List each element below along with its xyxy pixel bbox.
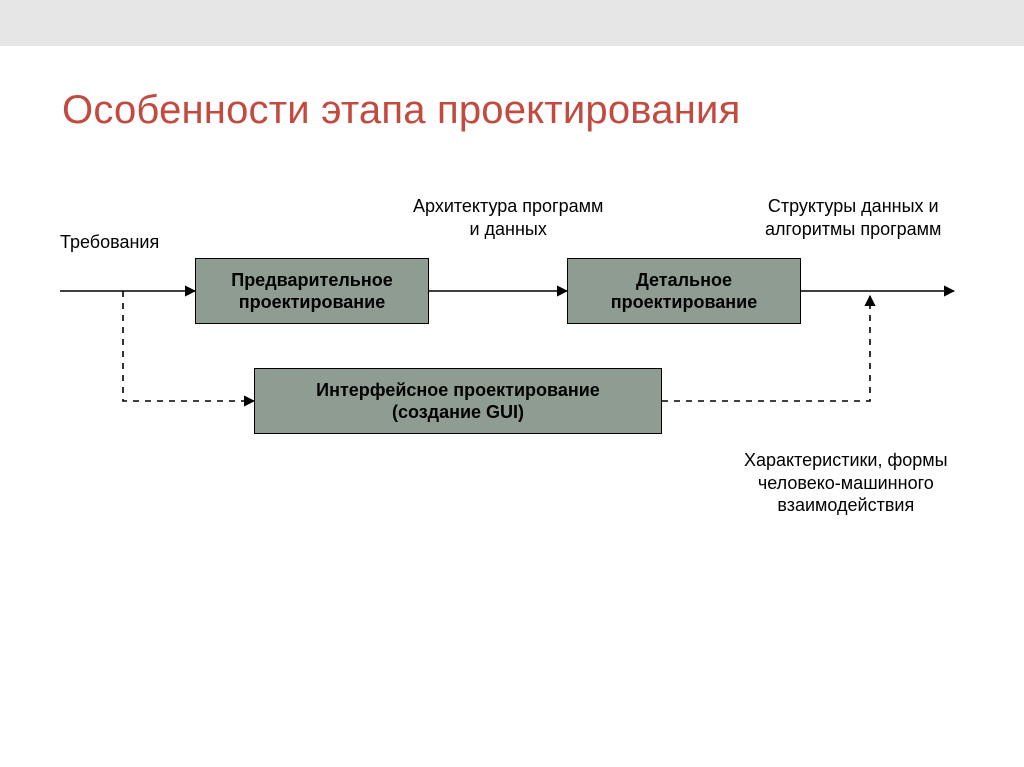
label-characteristics: Характеристики, формы человеко-машинного… <box>744 449 948 517</box>
label-requirements: Требования <box>60 231 159 254</box>
diagram-canvas: Требования Архитектура программ и данных… <box>0 0 1024 767</box>
node-detailed-design: Детальное проектирование <box>567 258 801 324</box>
node-interface-design: Интерфейсное проектирование (создание GU… <box>254 368 662 434</box>
label-structures: Структуры данных и алгоритмы программ <box>765 195 941 240</box>
label-architecture: Архитектура программ и данных <box>413 195 603 240</box>
node-preliminary-design: Предварительное проектирование <box>195 258 429 324</box>
